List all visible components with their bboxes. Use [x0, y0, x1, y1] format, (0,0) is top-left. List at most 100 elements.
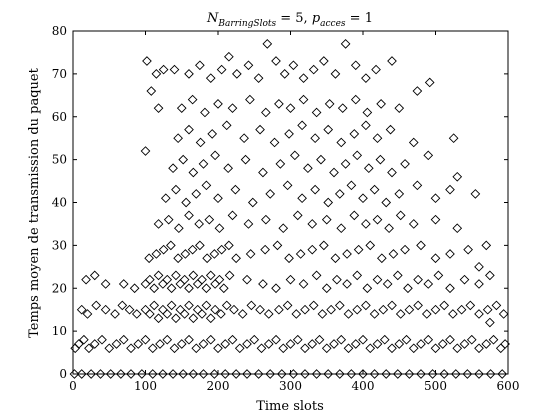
- data-point: [294, 211, 302, 219]
- data-point: [298, 194, 306, 202]
- data-point: [292, 310, 300, 318]
- data-point: [410, 220, 418, 228]
- data-point: [210, 250, 218, 258]
- data-point: [341, 40, 349, 48]
- data-point: [460, 340, 468, 348]
- data-point: [499, 310, 507, 318]
- y-tick-label: 70: [52, 67, 67, 81]
- data-point: [281, 70, 289, 78]
- data-point: [147, 87, 155, 95]
- data-point: [231, 185, 239, 193]
- data-point: [446, 284, 454, 292]
- data-point: [224, 164, 232, 172]
- y-axis-ticks: 01020304050607080: [52, 24, 508, 381]
- data-point: [105, 344, 113, 352]
- data-point: [202, 301, 210, 309]
- data-point: [414, 275, 422, 283]
- data-point: [376, 155, 384, 163]
- data-point: [489, 336, 497, 344]
- data-point: [265, 310, 273, 318]
- data-point: [497, 344, 505, 352]
- data-point: [373, 340, 381, 348]
- data-point: [207, 314, 215, 322]
- data-point: [185, 301, 193, 309]
- data-point: [460, 275, 468, 283]
- data-point: [228, 104, 236, 112]
- data-point: [434, 271, 442, 279]
- data-point: [283, 301, 291, 309]
- data-point: [370, 310, 378, 318]
- data-point: [80, 336, 88, 344]
- data-point: [446, 336, 454, 344]
- data-point: [167, 301, 175, 309]
- data-point: [330, 168, 338, 176]
- data-point: [120, 280, 128, 288]
- data-point: [468, 336, 476, 344]
- data-point: [363, 284, 371, 292]
- data-point: [98, 336, 106, 344]
- data-point: [366, 344, 374, 352]
- data-point: [431, 194, 439, 202]
- data-point: [185, 125, 193, 133]
- data-point: [91, 271, 99, 279]
- data-point: [402, 336, 410, 344]
- data-point: [372, 65, 380, 73]
- data-point: [199, 160, 207, 168]
- data-point: [233, 70, 241, 78]
- data-point: [189, 314, 197, 322]
- data-point: [196, 138, 204, 146]
- data-point: [236, 344, 244, 352]
- data-point: [423, 310, 431, 318]
- data-point: [211, 280, 219, 288]
- data-point: [401, 160, 409, 168]
- data-point: [159, 65, 167, 73]
- data-point: [221, 340, 229, 348]
- data-point: [453, 224, 461, 232]
- data-point: [194, 305, 202, 313]
- data-point: [189, 271, 197, 279]
- data-point: [112, 340, 120, 348]
- data-point: [203, 254, 211, 262]
- data-point: [457, 305, 465, 313]
- data-point: [182, 198, 190, 206]
- data-point: [156, 340, 164, 348]
- data-point: [185, 211, 193, 219]
- data-point: [198, 310, 206, 318]
- data-point: [247, 301, 255, 309]
- data-point: [214, 194, 222, 202]
- data-point: [353, 271, 361, 279]
- data-point: [359, 194, 367, 202]
- data-point: [195, 220, 203, 228]
- data-point: [223, 301, 231, 309]
- data-point: [405, 305, 413, 313]
- data-point: [127, 344, 135, 352]
- data-point: [304, 164, 312, 172]
- data-point: [170, 344, 178, 352]
- data-point: [118, 301, 126, 309]
- data-point: [244, 61, 252, 69]
- data-point: [344, 344, 352, 352]
- data-point: [134, 340, 142, 348]
- data-point: [266, 190, 274, 198]
- data-point: [141, 147, 149, 155]
- data-point: [317, 155, 325, 163]
- data-point: [172, 185, 180, 193]
- data-point: [192, 190, 200, 198]
- data-point: [149, 344, 157, 352]
- data-point: [150, 301, 158, 309]
- data-point: [207, 336, 215, 344]
- data-point: [230, 305, 238, 313]
- data-point: [359, 336, 367, 344]
- y-axis-label: Temps moyen de transmission du paquet: [27, 67, 42, 337]
- data-point: [343, 250, 351, 258]
- y-tick-label: 80: [52, 24, 67, 38]
- data-point: [388, 57, 396, 65]
- data-point: [225, 271, 233, 279]
- x-axis-label: Time slots: [256, 399, 324, 414]
- data-point: [254, 74, 262, 82]
- data-point: [261, 245, 269, 253]
- data-point: [130, 284, 138, 292]
- data-point: [205, 215, 213, 223]
- data-point: [330, 340, 338, 348]
- title-p-subscript: acces: [320, 19, 346, 29]
